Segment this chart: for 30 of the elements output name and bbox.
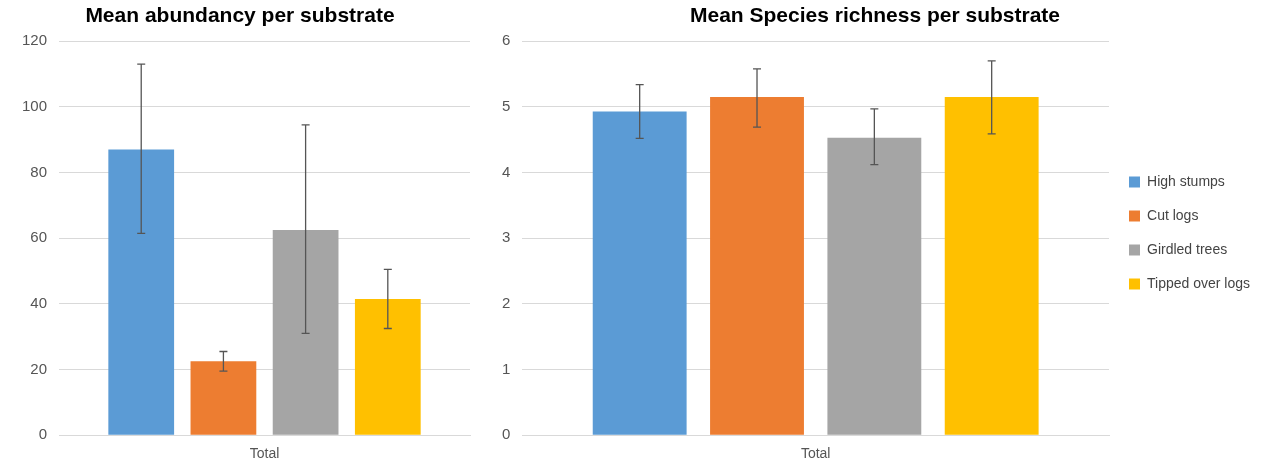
y-tick-label: 6: [502, 31, 511, 49]
legend-label: High stumps: [1147, 172, 1225, 189]
y-tick-label: 4: [502, 162, 511, 180]
y-tick-label: 0: [502, 425, 511, 443]
bar: [108, 149, 175, 435]
legend-label: Girdled trees: [1147, 240, 1228, 257]
chart-title: Mean Species richness per substrate: [690, 3, 1060, 27]
bar: [592, 111, 687, 435]
y-tick-label: 100: [22, 97, 48, 115]
x-tick-label: Total: [800, 445, 831, 462]
y-tick-label: 40: [30, 294, 48, 312]
x-tick-label: Total: [249, 445, 280, 462]
bar: [710, 97, 804, 435]
bar: [827, 137, 922, 435]
y-tick-label: 1: [502, 359, 511, 377]
y-tick-label: 80: [30, 162, 48, 180]
chart-title: Mean abundancy per substrate: [85, 3, 395, 27]
y-tick-label: 60: [30, 228, 48, 246]
y-tick-label: 2: [502, 294, 511, 312]
y-tick-label: 20: [30, 359, 48, 377]
y-tick-label: 120: [22, 31, 48, 49]
bar: [354, 298, 421, 435]
bar: [944, 97, 1039, 435]
y-tick-label: 3: [502, 228, 511, 246]
legend-label: Cut logs: [1147, 206, 1199, 223]
y-tick-label: 5: [502, 97, 511, 115]
bar: [272, 229, 339, 435]
legend-label: Tipped over logs: [1147, 274, 1250, 291]
bar: [190, 361, 257, 435]
y-tick-label: 0: [38, 425, 48, 443]
